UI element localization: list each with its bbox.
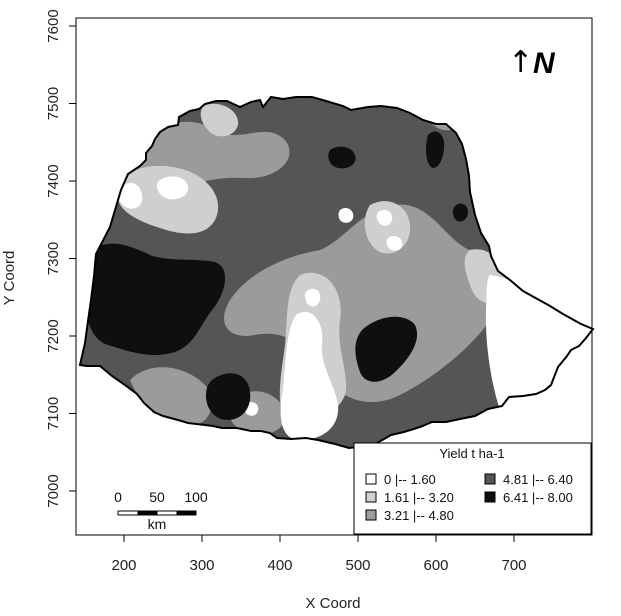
y-tick-label: 7200 (45, 319, 62, 352)
yield-zone-light-4 (200, 103, 239, 137)
legend-swatch-3 (484, 473, 496, 485)
x-axis-ticks: 200 300 400 500 600 700 (111, 535, 527, 574)
yield-zone-black-6 (452, 203, 468, 222)
yield-zone-white-2 (156, 176, 189, 200)
legend-label-1: 1.61 |-- 3.20 (384, 490, 454, 505)
scale-label-0: 0 (114, 489, 122, 505)
yield-zone-black-4 (328, 146, 356, 169)
legend-swatch-4 (484, 491, 496, 503)
x-tick-label: 400 (267, 557, 292, 574)
yield-zone-white-4 (304, 288, 321, 307)
scale-label-50: 50 (149, 489, 165, 505)
legend-label-4: 6.41 |-- 8.00 (503, 490, 573, 505)
y-axis-ticks: 7000 7100 7200 7300 7400 7500 7600 (45, 9, 76, 508)
y-tick-label: 7000 (45, 474, 62, 507)
yield-zone-white-6 (376, 209, 393, 226)
legend: Yield t ha-1 0 |-- 1.60 1.61 |-- 3.20 3.… (353, 442, 592, 535)
yield-zone-black-2 (355, 316, 418, 382)
y-tick-label: 7500 (45, 87, 62, 120)
legend-label-3: 4.81 |-- 6.40 (503, 472, 573, 487)
yield-zone-white-3 (280, 311, 339, 440)
yield-zone-white-7 (386, 235, 403, 251)
scale-segment-3 (156, 510, 178, 516)
y-tick-label: 7100 (45, 397, 62, 430)
legend-label-0: 0 |-- 1.60 (384, 472, 436, 487)
north-arrow-icon: ↑ (508, 45, 533, 80)
x-tick-label: 200 (111, 557, 136, 574)
scale-bar: 0 50 100 km (114, 489, 208, 532)
legend-swatch-0 (365, 473, 377, 485)
yield-zone-white-5 (338, 207, 354, 223)
yield-zone-light-1 (116, 165, 219, 234)
legend-swatch-2 (365, 509, 377, 521)
scale-segment-4 (176, 510, 197, 516)
scale-label-100: 100 (184, 489, 208, 505)
x-tick-label: 500 (345, 557, 370, 574)
x-tick-label: 300 (189, 557, 214, 574)
y-tick-label: 7300 (45, 242, 62, 275)
x-axis-title: X Coord (305, 595, 360, 612)
yield-zone-black-5 (425, 131, 445, 168)
yield-zone-black-1 (85, 243, 226, 355)
scale-segment-2 (137, 510, 158, 516)
north-arrow: ↑ N (508, 45, 556, 80)
north-label: N (533, 47, 556, 80)
yield-zone-medium-2 (224, 204, 498, 403)
yield-zone-white-1 (117, 182, 143, 209)
yield-surface (80, 97, 593, 448)
x-tick-label: 700 (501, 557, 526, 574)
yield-zone-black-3 (206, 373, 251, 420)
y-axis-title: Y Coord (1, 251, 18, 306)
legend-swatch-1 (365, 491, 377, 503)
legend-title: Yield t ha-1 (439, 446, 504, 461)
y-tick-label: 7600 (45, 9, 62, 42)
scale-unit: km (148, 516, 167, 532)
legend-label-2: 3.21 |-- 4.80 (384, 508, 454, 523)
x-tick-label: 600 (423, 557, 448, 574)
y-tick-label: 7400 (45, 164, 62, 197)
yield-zone-medium-3 (130, 367, 213, 426)
legend-box (353, 442, 592, 535)
scale-segment-1 (117, 510, 139, 516)
